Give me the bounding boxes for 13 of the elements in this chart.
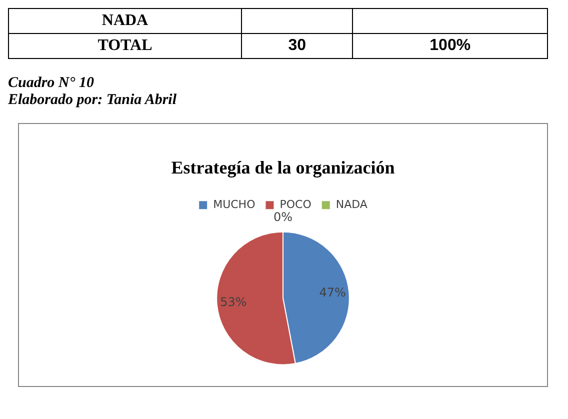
legend-label: POCO xyxy=(280,198,312,211)
text: NADA xyxy=(8,8,242,34)
chart-title: Estrategía de la organización xyxy=(171,157,395,178)
legend-label: NADA xyxy=(336,198,368,211)
text: TOTAL xyxy=(8,34,242,58)
data-label: 53% xyxy=(220,295,247,310)
text: 0% xyxy=(273,210,293,224)
text: Cuadro N° 10 xyxy=(8,75,96,92)
legend-label: MUCHO xyxy=(213,198,256,211)
text: Elaborado por: Tania Abril xyxy=(8,92,178,109)
text: 30 xyxy=(242,34,353,58)
text: 100% xyxy=(352,34,548,58)
data-label: 47% xyxy=(319,286,346,300)
